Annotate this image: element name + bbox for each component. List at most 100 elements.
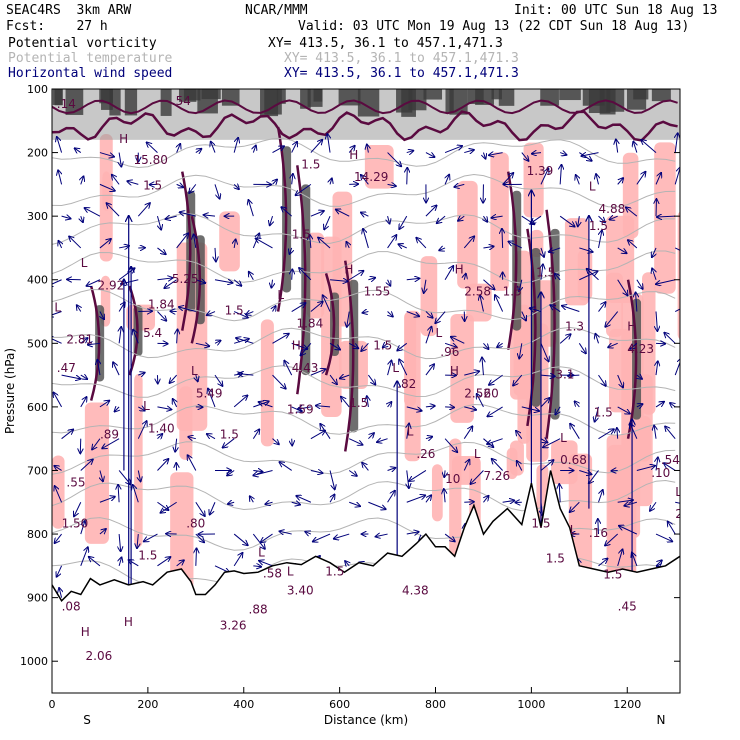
wind-vector [305, 532, 311, 534]
wind-vector [246, 312, 254, 315]
wind-vector [253, 470, 262, 471]
pv-label: 1.5 [531, 517, 550, 531]
wind-vector [617, 279, 628, 296]
pv-label: 7.26 [483, 469, 510, 483]
pv-label: H [627, 320, 636, 334]
x-tick-label: 0 [49, 698, 56, 711]
wind-vector [61, 430, 74, 440]
wind-vector [656, 279, 676, 284]
y-tick-label: 900 [27, 592, 48, 605]
wind-vector [157, 557, 170, 567]
wind-vector [444, 146, 462, 154]
wind-vector [406, 278, 420, 279]
pv-label: .58 [263, 566, 282, 580]
wind-vector [652, 268, 656, 280]
wind-vector [367, 396, 369, 407]
wind-vector [348, 271, 363, 281]
wind-vector [59, 588, 61, 598]
pv-label: 2.06 [86, 649, 113, 663]
plot-frame [51, 88, 681, 694]
wind-vector [361, 342, 369, 351]
pv-label: H [81, 625, 90, 639]
wind-vector [195, 533, 204, 542]
model-title: SEAC4RS 3km ARW [6, 3, 132, 18]
wind-vector [463, 460, 469, 471]
x-end-label-south: S [83, 713, 91, 727]
wind-vector [176, 560, 184, 567]
wind-vector [425, 364, 434, 376]
wind-vector [189, 184, 197, 193]
pv-label: 1.39 [527, 164, 554, 178]
stratosphere-shade [408, 89, 427, 111]
pv-shade-pink [179, 386, 193, 460]
wind-vector [261, 533, 273, 542]
wind-vector [147, 142, 158, 153]
legend-pv-xy: XY= 413.5, 36.1 to 457.1,471.3 [268, 36, 503, 51]
wind-vector [99, 152, 114, 157]
pv-shade-pink [466, 283, 492, 322]
wind-vector [549, 248, 561, 252]
wind-vector [138, 407, 144, 411]
wind-vector [425, 437, 432, 439]
y-axis-title: Pressure (hPa) [3, 348, 17, 434]
pv-label: .55 [66, 475, 85, 489]
wind-vector [113, 362, 120, 376]
wind-vector [157, 216, 161, 229]
wind-vector [310, 431, 325, 440]
wind-vector [489, 374, 503, 385]
wind-vector [119, 246, 129, 248]
wind-vector [115, 407, 120, 412]
wind-vector [97, 360, 100, 376]
wind-vector [227, 470, 235, 475]
wind-vector [284, 361, 293, 376]
wind-vector [54, 393, 63, 408]
wind-vector [655, 173, 661, 185]
wind-vector [345, 561, 349, 566]
wind-vector [483, 152, 485, 159]
wind-vector [214, 184, 220, 198]
wind-vector [540, 439, 547, 443]
wind-vector [656, 361, 658, 376]
x-tick-label: 400 [233, 698, 254, 711]
wind-vector [291, 303, 306, 312]
wind-vector [349, 438, 362, 445]
pv-label: 1.40 [148, 421, 175, 435]
wind-vector [463, 426, 472, 439]
wind-vector [502, 500, 515, 502]
y-tick-label: 1000 [20, 655, 48, 668]
wind-vector [675, 501, 680, 504]
pv-shade-pink [306, 232, 325, 319]
pv-contour-upper [52, 99, 678, 115]
y-tick-label: 600 [27, 401, 48, 414]
wind-vector [324, 215, 331, 229]
wind-vector [406, 311, 419, 317]
pv-contour-tropopause [52, 110, 678, 142]
wind-vector [578, 343, 585, 353]
wind-vector [531, 215, 542, 223]
wind-vector [177, 329, 178, 344]
wind-vector [118, 485, 119, 503]
pv-label: .08 [62, 599, 81, 613]
wind-vector [279, 462, 292, 471]
pv-label: .88 [249, 603, 268, 617]
pv-label: 1.5 [143, 178, 162, 192]
wind-vector [292, 269, 293, 280]
wind-vector [52, 279, 62, 286]
legend-wind-xy: XY= 413.5, 36.1 to 457.1,471.3 [284, 66, 519, 81]
wind-vector [387, 468, 396, 471]
wind-vector [399, 215, 408, 229]
wind-vector [107, 203, 120, 217]
x-tick-label: 200 [137, 698, 158, 711]
pv-shade-pink [642, 272, 656, 415]
pv-shade-pink [457, 180, 478, 289]
pv-label: 14.29 [354, 170, 388, 184]
theta-isentrope [52, 289, 676, 322]
pv-label: 2.81 [66, 332, 93, 346]
pv-label: 5.4 [143, 326, 162, 340]
pv-label: 1.59 [287, 402, 314, 416]
wind-vector [348, 146, 354, 153]
wind-vector [532, 153, 542, 154]
stratosphere-shade [626, 89, 647, 110]
wind-vector [346, 242, 349, 249]
